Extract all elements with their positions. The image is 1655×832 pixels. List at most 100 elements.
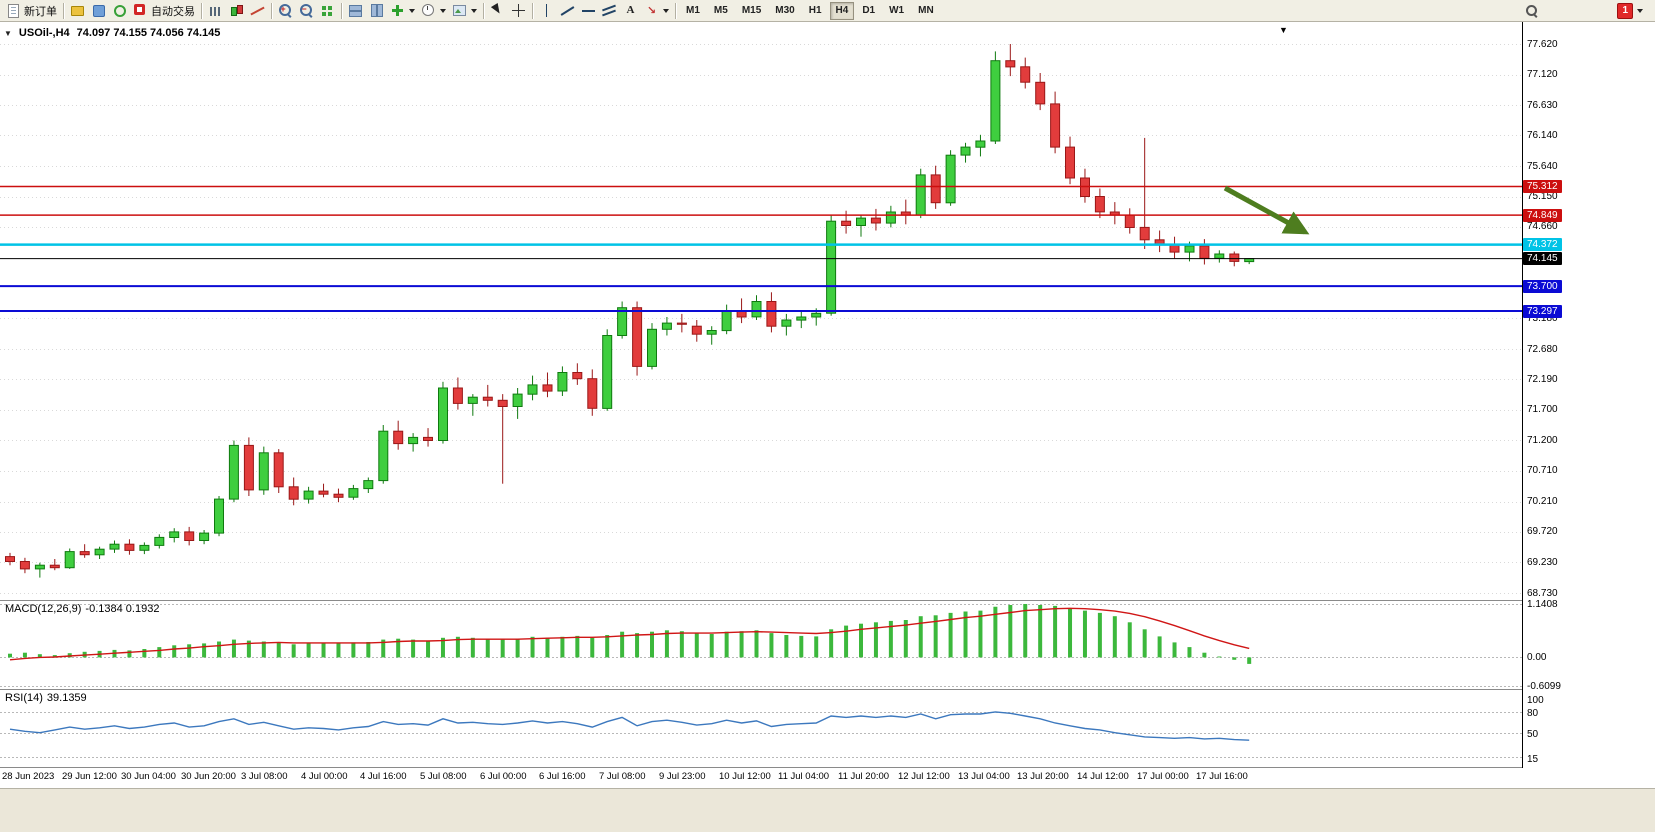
- chart-background: [0, 22, 1523, 768]
- new-order-button[interactable]: 新订单: [3, 1, 60, 21]
- zoom-in-icon: +: [278, 3, 293, 18]
- price-axis-label: 77.620: [1527, 38, 1558, 50]
- caret-down-icon: [471, 8, 477, 13]
- candlestick-chart-button[interactable]: [226, 1, 247, 21]
- timeframe-m30-button[interactable]: M30: [775, 4, 795, 16]
- tile-windows-button[interactable]: [317, 1, 338, 21]
- rsi-line: [9, 711, 1250, 741]
- price-level-tag: 73.297: [1523, 304, 1562, 318]
- market-watch-button[interactable]: [88, 1, 109, 21]
- time-label: 6 Jul 00:00: [480, 771, 527, 782]
- one-click-trading-toggle[interactable]: ▼: [4, 28, 12, 38]
- rsi-axis-label: 100: [1527, 694, 1544, 706]
- channel-button[interactable]: [599, 1, 620, 21]
- cursor-button[interactable]: [487, 1, 508, 21]
- macd-histogram: [8, 604, 1252, 664]
- candles-layer: [5, 44, 1255, 578]
- price-axis-label: 70.210: [1527, 496, 1558, 508]
- macd-signal-line: [9, 607, 1250, 661]
- arrows-button[interactable]: ↘: [641, 1, 672, 21]
- arrange-horizontal-button[interactable]: [345, 1, 366, 21]
- zoom-in-button[interactable]: +: [275, 1, 296, 21]
- vertical-line-button[interactable]: [536, 1, 557, 21]
- horizontal-line-button[interactable]: [578, 1, 599, 21]
- toolbar-separator: [675, 2, 676, 19]
- chart-ohlc-readout: 74.097 74.155 74.056 74.145: [76, 27, 221, 39]
- chart-title: ▼ USOil-,H4 74.097 74.155 74.056 74.145: [4, 27, 220, 39]
- price-axis-label: 69.720: [1527, 526, 1558, 538]
- templates-button[interactable]: [449, 1, 480, 21]
- time-label: 12 Jul 12:00: [898, 771, 950, 782]
- timeframe-h1-button[interactable]: H1: [808, 4, 822, 16]
- time-label: 9 Jul 23:00: [659, 771, 706, 782]
- price-axis-label: 68.730: [1527, 587, 1558, 599]
- timeframe-m5-button[interactable]: M5: [713, 4, 728, 16]
- toolbar-separator: [271, 2, 272, 19]
- rsi-axis-label: 80: [1527, 708, 1539, 720]
- time-label: 5 Jul 08:00: [420, 771, 467, 782]
- price-axis-label: 74.660: [1527, 221, 1558, 233]
- price-level-tag: 74.849: [1523, 208, 1562, 222]
- search-button[interactable]: [1521, 1, 1542, 21]
- new-order-button-label: 新订单: [24, 5, 57, 18]
- workspace-background: [0, 788, 1655, 832]
- time-label: 4 Jul 00:00: [301, 771, 348, 782]
- refresh-button[interactable]: [109, 1, 130, 21]
- chart-shift-marker[interactable]: ▼: [1279, 25, 1288, 35]
- macd-axis-label: -0.6099: [1527, 680, 1561, 692]
- text-icon: A: [626, 4, 635, 16]
- toolbar-separator: [201, 2, 202, 19]
- toolbar-separator: [63, 2, 64, 19]
- text-button[interactable]: A: [620, 1, 641, 21]
- profiles-button[interactable]: [67, 1, 88, 21]
- crosshair-button[interactable]: [508, 1, 529, 21]
- caret-down-icon: [409, 8, 415, 13]
- indicators-button[interactable]: [387, 1, 418, 21]
- grid-icon: [320, 3, 335, 18]
- macd-name: MACD(12,26,9): [5, 603, 82, 615]
- bar-chart-button[interactable]: [205, 1, 226, 21]
- timeframe-m15-button[interactable]: M15: [741, 4, 762, 16]
- price-axis[interactable]: 77.620 77.120 76.630 76.140 75.640 75.150 74.6…: [1523, 22, 1655, 788]
- price-axis-label: 70.710: [1527, 465, 1558, 477]
- price-axis-label: 72.190: [1527, 373, 1558, 385]
- autotrade-button[interactable]: 自动交易: [130, 1, 198, 21]
- crosshair-icon: [511, 3, 526, 18]
- new-order-icon: [6, 3, 21, 18]
- timeframe-h4-button[interactable]: H4: [829, 1, 855, 20]
- time-label: 11 Jul 04:00: [778, 771, 830, 782]
- periods-button[interactable]: [418, 1, 449, 21]
- price-axis-label: 76.140: [1527, 129, 1558, 141]
- price-level-tag: 74.372: [1523, 238, 1562, 252]
- price-level-tag: 74.145: [1523, 252, 1562, 266]
- bars-icon: [208, 3, 223, 18]
- macd-axis-label: 0.00: [1527, 651, 1547, 663]
- line-chart-button[interactable]: [247, 1, 268, 21]
- timeframe-mn-button[interactable]: MN: [918, 4, 934, 16]
- main-chart[interactable]: [0, 22, 1523, 768]
- trend-arrow-annotation[interactable]: [1223, 185, 1310, 235]
- arrange-vertical-button[interactable]: [366, 1, 387, 21]
- notifications-button[interactable]: 1: [1614, 1, 1646, 21]
- timeframe-d1-button[interactable]: D1: [862, 4, 876, 16]
- tile-v-icon: [369, 3, 384, 18]
- zoom-out-button[interactable]: −: [296, 1, 317, 21]
- chart-symbol-label: USOil-,H4: [18, 27, 70, 39]
- timeframe-m1-button[interactable]: M1: [686, 4, 700, 16]
- price-axis-label: 75.640: [1527, 160, 1558, 172]
- time-label: 29 Jun 12:00: [62, 771, 117, 782]
- toolbar-separator: [532, 2, 533, 19]
- refresh-icon: [112, 3, 127, 18]
- autotrade-button-label: 自动交易: [151, 5, 195, 18]
- terminal-icon: [91, 3, 106, 18]
- hline-icon: [581, 3, 596, 18]
- time-axis[interactable]: 28 Jun 2023 29 Jun 12:00 30 Jun 04:00 30 Ju…: [0, 768, 1523, 788]
- toolbar-right-group: 1: [1521, 1, 1652, 21]
- trendline-button[interactable]: [557, 1, 578, 21]
- timeframe-w1-button[interactable]: W1: [889, 4, 905, 16]
- autotrade-icon: [133, 3, 148, 18]
- rsi-axis-label: 15: [1527, 753, 1539, 765]
- price-axis-label: 69.230: [1527, 556, 1558, 568]
- price-axis-label: 71.700: [1527, 404, 1558, 416]
